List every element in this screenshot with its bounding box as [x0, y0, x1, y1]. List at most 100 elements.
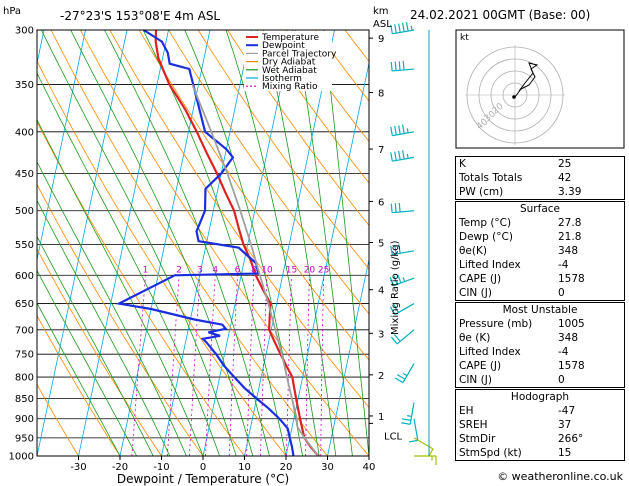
- isotherm-line: [78, 30, 169, 456]
- pressure-tick-label: 800: [15, 373, 34, 384]
- legend-label: Wet Adiabat: [262, 66, 317, 76]
- pressure-tick-label: 600: [15, 271, 34, 282]
- dry-adiabat: [37, 183, 204, 456]
- asl-label: ASL: [373, 19, 392, 30]
- hodograph-stat-label: StmSpd (kt): [459, 447, 522, 459]
- wind-barb-flag: [393, 275, 398, 285]
- wind-barbs: [389, 22, 437, 465]
- wind-barb-flag: [401, 422, 411, 425]
- index-value: 3.39: [558, 186, 582, 198]
- isotherm-line: [37, 30, 86, 262]
- height-tick-label: 8: [378, 89, 384, 100]
- height-tick-label: 4: [378, 286, 384, 297]
- most-unstable-label: θe (K): [459, 332, 491, 344]
- hodograph-stat-label: EH: [459, 405, 474, 417]
- indices-panel: K 25 Totals Totals 42 PW (cm) 3.39 Surface Te…: [455, 156, 625, 461]
- wind-barb-flag: [389, 306, 396, 315]
- temperature-tick-label: -30: [70, 462, 86, 473]
- wet-adiabat: [37, 161, 187, 456]
- temperature-axis: -30 -20 -10 0 10 20 30 40: [70, 456, 375, 473]
- wind-barb: [390, 244, 415, 256]
- legend-label: Mixing Ratio: [262, 82, 318, 92]
- wet-adiabat: [225, 30, 320, 456]
- index-value: 42: [558, 172, 572, 184]
- dry-adiabat: [80, 30, 369, 456]
- wind-barb: [390, 22, 415, 35]
- height-tick-label: 7: [378, 145, 384, 156]
- most-unstable-value: -4: [558, 346, 569, 358]
- surface-title: Surface: [519, 203, 560, 215]
- isotherm-line: [0, 30, 3, 456]
- most-unstable-value: 1005: [558, 318, 585, 330]
- most-unstable-row: CIN (J) 0: [456, 373, 624, 387]
- wet-adiabat: [262, 30, 337, 456]
- surface-box: Surface Temp (°C) 27.8 Dewp (°C) 21.8 θe(K) 3…: [455, 201, 625, 301]
- wind-barb-flag: [390, 24, 393, 34]
- wet-adiabat: [323, 30, 369, 456]
- wind-barb-flag: [394, 125, 397, 136]
- wet-adiabat: [70, 30, 254, 456]
- legend-background: [244, 31, 332, 91]
- index-row: Totals Totals 42: [456, 171, 624, 185]
- mixing-ratio-label: 8: [251, 265, 257, 275]
- mixing-ratio-label: 4: [212, 265, 218, 275]
- wet-adiabat: [37, 269, 137, 456]
- height-tick-label: 6: [378, 197, 384, 208]
- wind-barb: [414, 455, 437, 465]
- wind-barb-staff: [396, 329, 415, 345]
- wind-barb-half: [406, 128, 409, 133]
- wind-barb-flag: [394, 245, 397, 255]
- wet-adiabat: [37, 235, 154, 456]
- index-value: 25: [558, 158, 572, 170]
- hodograph-unit-label: kt: [460, 33, 469, 43]
- surface-row: θe(K) 348: [456, 244, 624, 258]
- wind-barb-staff: [413, 437, 434, 450]
- hodograph-stat-value: 37: [558, 419, 572, 431]
- wind-barb: [408, 418, 419, 443]
- wet-adiabat: [37, 199, 171, 456]
- most-unstable-row: CAPE (J) 1578: [456, 359, 624, 373]
- wind-barb-flag: [394, 61, 397, 71]
- dry-adiabat: [37, 120, 245, 456]
- wind-barb-staff: [402, 363, 415, 383]
- legend-label: Parcel Trajectory: [262, 49, 337, 59]
- legend-label: Temperature: [261, 33, 319, 43]
- most-unstable-row: Pressure (mb) 1005: [456, 317, 624, 331]
- wind-barb: [401, 402, 415, 425]
- mixing-ratio-label: 2: [176, 265, 182, 275]
- surface-value: 27.8: [558, 217, 582, 229]
- wind-barb: [390, 150, 415, 162]
- pressure-tick-label: 400: [15, 127, 34, 138]
- mixing-ratio-line: [228, 275, 238, 456]
- dry-adiabat: [256, 30, 369, 184]
- index-row: K 25: [456, 157, 624, 171]
- pressure-tick-label: 950: [15, 433, 34, 444]
- wind-barb-flag: [393, 304, 399, 313]
- dewpoint-line: [115, 30, 295, 456]
- wind-barb-staff: [392, 250, 415, 256]
- index-label: Totals Totals: [459, 172, 523, 184]
- surface-row: Lifted Index -4: [456, 258, 624, 272]
- hodograph-stat-label: SREH: [459, 419, 488, 431]
- wind-barb-flag: [401, 124, 405, 134]
- mixing-ratio-line: [260, 275, 268, 456]
- profile-lines: [115, 30, 320, 456]
- most-unstable-title: Most Unstable: [502, 304, 578, 316]
- legend-label: Dewpoint: [262, 41, 305, 51]
- surface-row: CAPE (J) 1578: [456, 272, 624, 286]
- wind-barb-flag: [401, 150, 405, 160]
- pressure-tick-label: 500: [15, 206, 34, 217]
- most-unstable-label: CAPE (J): [459, 360, 502, 372]
- wind-barb: [390, 329, 415, 345]
- wind-barb-flag: [390, 61, 393, 72]
- hodograph-trace: [514, 62, 539, 98]
- wet-adiabat: [104, 30, 270, 456]
- surface-value: 348: [558, 245, 579, 257]
- temperature-tick-label: 20: [280, 462, 293, 473]
- wind-barb-flag: [390, 152, 393, 162]
- storm-motion-marker: [512, 95, 516, 99]
- surface-row: CIN (J) 0: [456, 286, 624, 300]
- most-unstable-label: CIN (J): [459, 374, 492, 386]
- isotherm-line: [202, 30, 294, 456]
- dry-adiabat: [37, 383, 79, 456]
